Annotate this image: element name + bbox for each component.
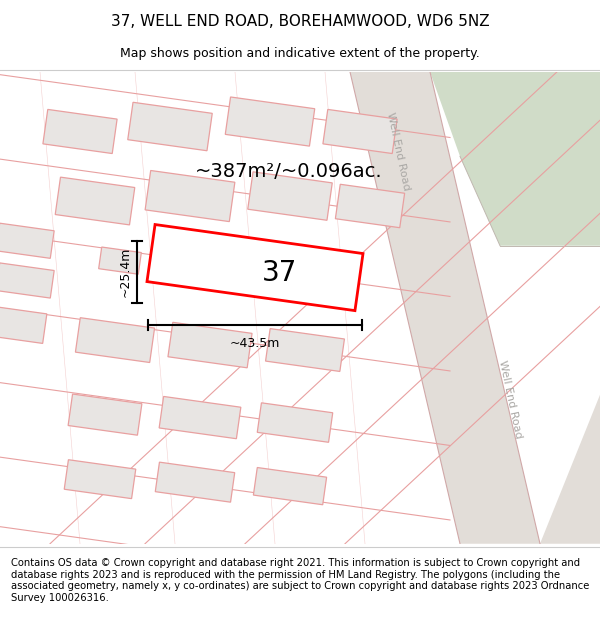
Text: Map shows position and indicative extent of the property.: Map shows position and indicative extent… [120, 48, 480, 61]
Text: 37, WELL END ROAD, BOREHAMWOOD, WD6 5NZ: 37, WELL END ROAD, BOREHAMWOOD, WD6 5NZ [110, 14, 490, 29]
Polygon shape [68, 394, 142, 435]
Polygon shape [168, 322, 252, 368]
Polygon shape [253, 468, 326, 505]
Polygon shape [0, 263, 54, 298]
Text: 37: 37 [262, 259, 298, 286]
Polygon shape [43, 109, 117, 154]
Polygon shape [145, 171, 235, 222]
Polygon shape [460, 395, 600, 544]
Polygon shape [0, 307, 47, 343]
Polygon shape [159, 396, 241, 439]
Polygon shape [257, 403, 333, 442]
Text: ~43.5m: ~43.5m [230, 337, 280, 349]
Text: Well End Road: Well End Road [385, 111, 411, 191]
Polygon shape [163, 240, 237, 281]
Polygon shape [55, 177, 135, 225]
Polygon shape [266, 329, 344, 371]
Polygon shape [335, 184, 404, 228]
Polygon shape [350, 72, 540, 544]
Polygon shape [147, 224, 363, 311]
Polygon shape [76, 318, 155, 362]
Text: ~387m²/~0.096ac.: ~387m²/~0.096ac. [195, 162, 383, 181]
Polygon shape [225, 97, 315, 146]
Text: Contains OS data © Crown copyright and database right 2021. This information is : Contains OS data © Crown copyright and d… [11, 558, 589, 602]
Polygon shape [98, 247, 142, 274]
Text: Well End Road: Well End Road [497, 359, 523, 440]
Polygon shape [430, 72, 600, 246]
Polygon shape [155, 462, 235, 502]
Polygon shape [258, 248, 332, 287]
Polygon shape [0, 223, 54, 258]
Polygon shape [128, 102, 212, 151]
Text: ~25.4m: ~25.4m [119, 247, 131, 298]
Polygon shape [248, 172, 332, 220]
Polygon shape [323, 109, 397, 154]
Polygon shape [64, 460, 136, 499]
